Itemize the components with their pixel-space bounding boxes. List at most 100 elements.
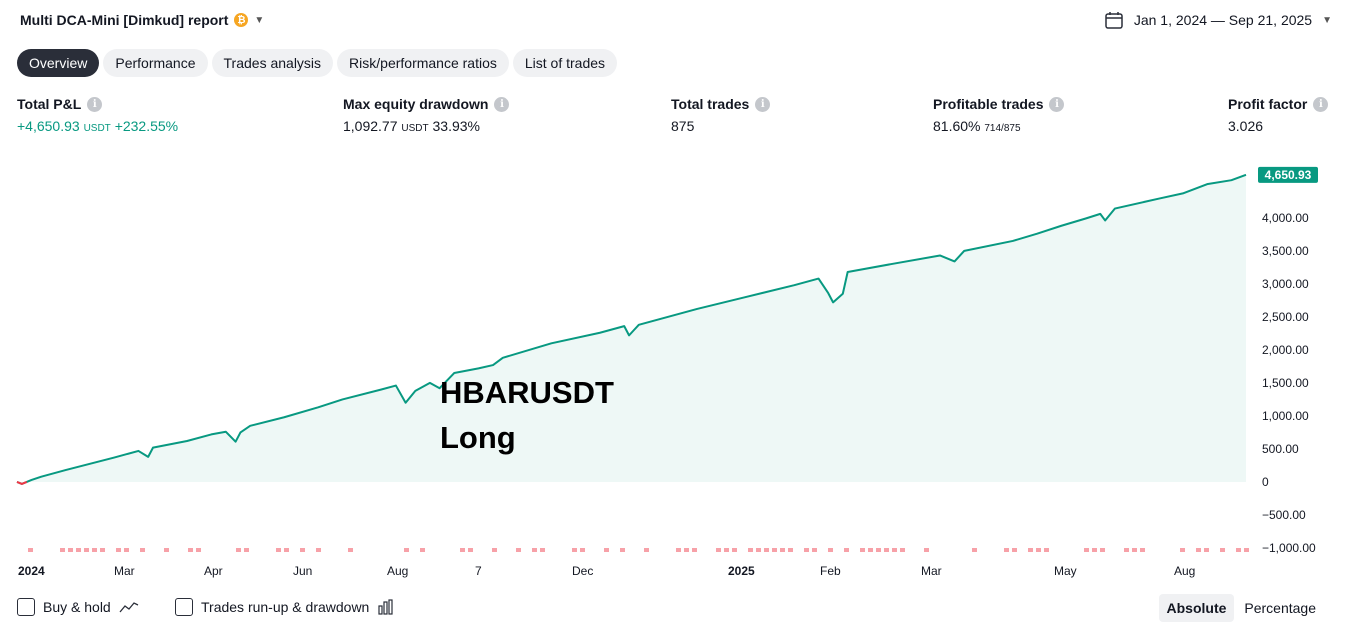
report-title-button[interactable]: Multi DCA-Mini [Dimkud] report ₿ ▼ <box>20 12 264 28</box>
trade-marker <box>1220 548 1225 552</box>
trade-marker <box>276 548 281 552</box>
date-range-text: Jan 1, 2024 — Sep 21, 2025 <box>1133 12 1313 28</box>
last-value-label: 4,650.93 <box>1265 168 1312 182</box>
trade-marker <box>724 548 729 552</box>
chart-footer: Buy & hold Trades run-up & drawdown Abso… <box>0 592 1346 622</box>
metric-max-equity-drawdown: Max equity drawdown i 1,092.77 USDT 33.93… <box>343 96 510 134</box>
trade-marker <box>420 548 425 552</box>
buy-hold-checkbox[interactable] <box>17 598 35 616</box>
trade-marker <box>316 548 321 552</box>
metric-value: +4,650.93 <box>17 118 80 134</box>
trade-marker <box>76 548 81 552</box>
trade-marker <box>900 548 905 552</box>
trade-marker <box>716 548 721 552</box>
tab-risk-performance-ratios[interactable]: Risk/performance ratios <box>337 49 509 77</box>
trade-marker <box>196 548 201 552</box>
chevron-down-icon: ▼ <box>1322 14 1332 26</box>
y-tick-label: 3,500.00 <box>1262 244 1309 258</box>
percentage-button[interactable]: Percentage <box>1244 600 1316 616</box>
y-tick-label: −1,000.00 <box>1262 541 1316 555</box>
y-tick-label: 1,500.00 <box>1262 376 1309 390</box>
trade-marker <box>100 548 105 552</box>
x-tick-label: 2024 <box>18 564 45 578</box>
chevron-down-icon: ▼ <box>254 14 265 26</box>
trade-marker <box>1100 548 1105 552</box>
equity-chart-svg: 4,000.00 3,500.00 3,000.00 2,500.00 2,000.00… <box>16 166 1318 578</box>
info-icon[interactable]: i <box>1313 96 1329 112</box>
trade-marker <box>164 548 169 552</box>
trade-marker <box>868 548 873 552</box>
metric-percent: +232.55% <box>114 118 179 134</box>
report-header: Multi DCA-Mini [Dimkud] report ₿ ▼ Jan 1… <box>0 0 1346 42</box>
metric-ratio: 714/875 <box>984 123 1021 134</box>
trade-marker <box>788 548 793 552</box>
trade-marker <box>772 548 777 552</box>
trade-marker <box>764 548 769 552</box>
trade-marker <box>924 548 929 552</box>
metric-profitable-trades: Profitable trades i 81.60% 714/875 <box>933 96 1065 134</box>
tab-overview[interactable]: Overview <box>17 49 100 77</box>
info-icon[interactable]: i <box>755 96 771 112</box>
metric-label: Profit factor <box>1228 96 1308 112</box>
trade-marker <box>812 548 817 552</box>
strategy-coin-icon: ₿ <box>234 13 249 27</box>
trade-marker <box>124 548 129 552</box>
trade-marker <box>828 548 833 552</box>
report-title: Multi DCA-Mini [Dimkud] report <box>20 12 229 28</box>
trade-marker <box>492 548 497 552</box>
tab-performance[interactable]: Performance <box>103 49 208 77</box>
trade-marker <box>116 548 121 552</box>
trade-marker <box>604 548 609 552</box>
trade-marker <box>468 548 473 552</box>
metric-total-pnl: Total P&L i +4,650.93 USDT +232.55% <box>17 96 178 134</box>
trade-marker <box>748 548 753 552</box>
absolute-button[interactable]: Absolute <box>1158 594 1235 622</box>
trade-marker <box>236 548 241 552</box>
trade-marker <box>620 548 625 552</box>
report-tabs: Overview Performance Trades analysis Ris… <box>17 49 618 77</box>
tab-list-of-trades[interactable]: List of trades <box>512 49 618 77</box>
y-tick-label: 4,000.00 <box>1262 211 1309 225</box>
metric-unit: USDT <box>401 123 429 134</box>
trade-marker <box>244 548 249 552</box>
trade-marker <box>732 548 737 552</box>
info-icon[interactable]: i <box>1049 96 1065 112</box>
buy-hold-toggle[interactable]: Buy & hold <box>17 598 139 616</box>
bar-chart-icon <box>378 599 393 615</box>
tab-trades-analysis[interactable]: Trades analysis <box>211 49 334 77</box>
date-range-button[interactable]: Jan 1, 2024 — Sep 21, 2025 ▼ <box>1104 10 1332 30</box>
trade-marker <box>804 548 809 552</box>
trade-marker <box>300 548 305 552</box>
metric-value: 1,092.77 <box>343 118 398 134</box>
runup-drawdown-toggle[interactable]: Trades run-up & drawdown <box>175 598 395 616</box>
x-tick-label: Dec <box>572 564 593 578</box>
trade-marker <box>188 548 193 552</box>
trade-marker <box>644 548 649 552</box>
metric-label: Total P&L <box>17 96 82 112</box>
equity-chart[interactable]: 4,000.00 3,500.00 3,000.00 2,500.00 2,000.00… <box>0 150 1346 590</box>
trade-marker <box>1236 548 1241 552</box>
buy-hold-label: Buy & hold <box>43 599 111 615</box>
x-tick-label: Mar <box>114 564 135 578</box>
trade-marker <box>84 548 89 552</box>
info-icon[interactable]: i <box>87 96 103 112</box>
equity-line <box>16 173 1247 485</box>
trade-marker <box>140 548 145 552</box>
trade-marker <box>60 548 65 552</box>
trade-marker <box>780 548 785 552</box>
trade-marker <box>1204 548 1209 552</box>
trade-marker <box>580 548 585 552</box>
metric-profit-factor: Profit factor i 3.026 <box>1228 96 1329 134</box>
calendar-icon <box>1105 12 1123 29</box>
trade-marker <box>972 548 977 552</box>
runup-drawdown-checkbox[interactable] <box>175 598 193 616</box>
x-tick-label: Apr <box>204 564 223 578</box>
last-value-badge <box>1258 166 1318 183</box>
trade-marker <box>516 548 521 552</box>
trade-marker <box>1012 548 1017 552</box>
trade-marker <box>692 548 697 552</box>
info-icon[interactable]: i <box>494 96 510 112</box>
trade-marker <box>540 548 545 552</box>
equity-area-fill <box>17 174 1246 484</box>
line-chart-icon <box>119 602 139 613</box>
